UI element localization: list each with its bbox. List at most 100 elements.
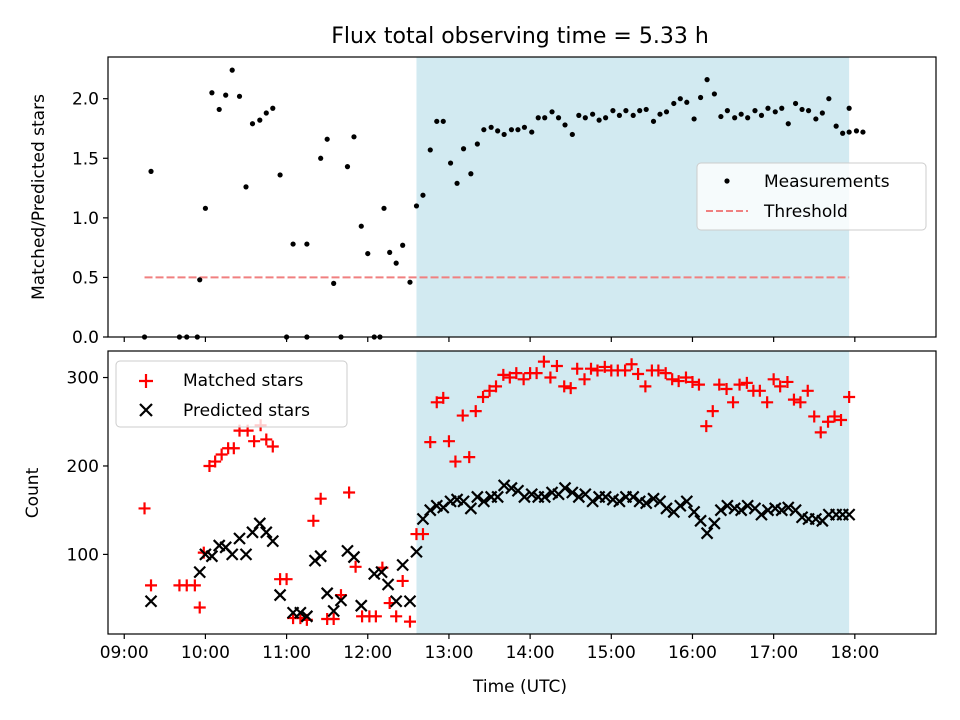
measurement-point bbox=[819, 110, 825, 116]
bottom-plot-frame bbox=[107, 350, 937, 635]
matched-star-point bbox=[619, 364, 632, 377]
top-plot-frame bbox=[107, 56, 937, 338]
measurement-point bbox=[569, 131, 575, 138]
measurement-point bbox=[826, 96, 832, 102]
y-tick-label: 1.0 bbox=[72, 209, 99, 229]
predicted-star-point bbox=[410, 545, 423, 559]
measurement-point bbox=[562, 122, 568, 128]
predicted-star-point bbox=[347, 550, 361, 564]
predicted-star-point bbox=[613, 495, 626, 508]
predicted-star-point bbox=[294, 606, 307, 620]
bottom-y-axis-label: Count bbox=[23, 467, 43, 518]
matched-star-point bbox=[477, 390, 490, 403]
matched-star-point bbox=[740, 376, 753, 389]
measurement-point bbox=[718, 113, 724, 120]
measurement-point bbox=[650, 118, 657, 124]
measurement-point bbox=[785, 121, 791, 127]
predicted-star-point bbox=[700, 526, 714, 540]
matched-star-point bbox=[517, 373, 530, 386]
matched-star-point bbox=[442, 435, 455, 448]
measurement-point bbox=[387, 249, 393, 256]
predicted-star-point bbox=[639, 496, 653, 510]
measurement-point bbox=[752, 108, 758, 114]
measurement-point bbox=[704, 77, 710, 83]
predicted-star-point bbox=[477, 495, 491, 508]
predicted-star-point bbox=[471, 490, 484, 504]
measurement-point bbox=[853, 128, 860, 134]
matched-star-point bbox=[591, 364, 604, 377]
matched-star-point bbox=[497, 368, 510, 381]
legend-measurements-label: Measurements bbox=[764, 172, 890, 192]
predicted-star-point bbox=[734, 503, 748, 517]
measurement-point bbox=[420, 192, 426, 198]
legend-threshold-label: Threshold bbox=[763, 202, 848, 222]
matched-star-point bbox=[510, 367, 523, 380]
y-tick-label: 300 bbox=[67, 369, 99, 389]
predicted-star-point bbox=[205, 549, 219, 563]
matched-star-point bbox=[260, 433, 273, 446]
predicted-star-point bbox=[464, 502, 478, 515]
measurement-point bbox=[277, 172, 283, 178]
matched-star-point bbox=[706, 405, 719, 418]
predicted-star-point bbox=[525, 487, 539, 501]
measurement-point bbox=[304, 241, 310, 247]
predicted-star-point bbox=[761, 503, 775, 517]
measurement-point bbox=[468, 171, 474, 177]
measurement-point bbox=[270, 105, 276, 111]
measurement-point bbox=[202, 205, 209, 211]
measurement-point bbox=[846, 105, 852, 111]
predicted-star-point bbox=[253, 517, 267, 530]
predicted-star-point bbox=[300, 610, 314, 623]
matched-star-point bbox=[456, 409, 469, 422]
matched-star-point bbox=[774, 380, 787, 393]
bottom-panel: 09:00 10:00 11:00 12:00 13:00 14:00 15:00 16:00… bbox=[23, 350, 937, 697]
measurement-point bbox=[732, 115, 738, 121]
measurement-point bbox=[555, 115, 562, 121]
measurement-point bbox=[860, 129, 866, 135]
predicted-star-point bbox=[518, 490, 531, 504]
matched-star-point bbox=[314, 492, 327, 505]
measurement-point bbox=[779, 105, 785, 111]
measurement-point bbox=[663, 109, 670, 115]
measurement-point bbox=[381, 205, 387, 211]
matched-star-point bbox=[652, 364, 665, 377]
matched-star-point bbox=[490, 380, 503, 393]
measurement-point bbox=[236, 93, 243, 99]
measurement-point bbox=[772, 109, 778, 115]
matched-star-point bbox=[227, 442, 240, 455]
matched-star-point bbox=[794, 396, 807, 409]
measurement-point bbox=[249, 121, 256, 127]
matched-star-point bbox=[564, 382, 577, 395]
predicted-star-point bbox=[647, 492, 660, 505]
measurement-point bbox=[637, 108, 643, 114]
measurement-point bbox=[549, 109, 555, 115]
predicted-star-point bbox=[396, 558, 409, 572]
predicted-star-point bbox=[375, 565, 388, 579]
matched-star-point bbox=[753, 384, 766, 397]
predicted-star-point bbox=[538, 490, 552, 504]
matched-star-point bbox=[437, 391, 450, 404]
matched-star-point bbox=[578, 373, 591, 386]
measurement-point bbox=[684, 99, 690, 105]
matched-star-point bbox=[209, 455, 222, 468]
predicted-star-point bbox=[233, 532, 246, 545]
legend-predicted-marker bbox=[139, 403, 153, 417]
matched-star-point bbox=[761, 396, 774, 409]
measurement-point bbox=[481, 127, 487, 133]
x-tick-label: 18:00 bbox=[830, 643, 879, 663]
matched-star-point bbox=[280, 573, 293, 586]
measurement-point bbox=[677, 96, 683, 102]
matched-star-point bbox=[625, 358, 638, 371]
measurement-point bbox=[413, 203, 420, 209]
predicted-star-point bbox=[781, 501, 795, 514]
matched-star-point bbox=[349, 560, 362, 573]
measurement-point bbox=[616, 112, 623, 118]
matched-star-point bbox=[686, 375, 699, 388]
measurement-point bbox=[758, 112, 765, 118]
matched-star-point bbox=[369, 610, 382, 623]
predicted-star-point bbox=[599, 490, 612, 504]
matched-star-point bbox=[550, 360, 563, 373]
measurement-point bbox=[623, 108, 629, 114]
predicted-star-point bbox=[694, 514, 707, 528]
measurement-point bbox=[427, 147, 433, 153]
